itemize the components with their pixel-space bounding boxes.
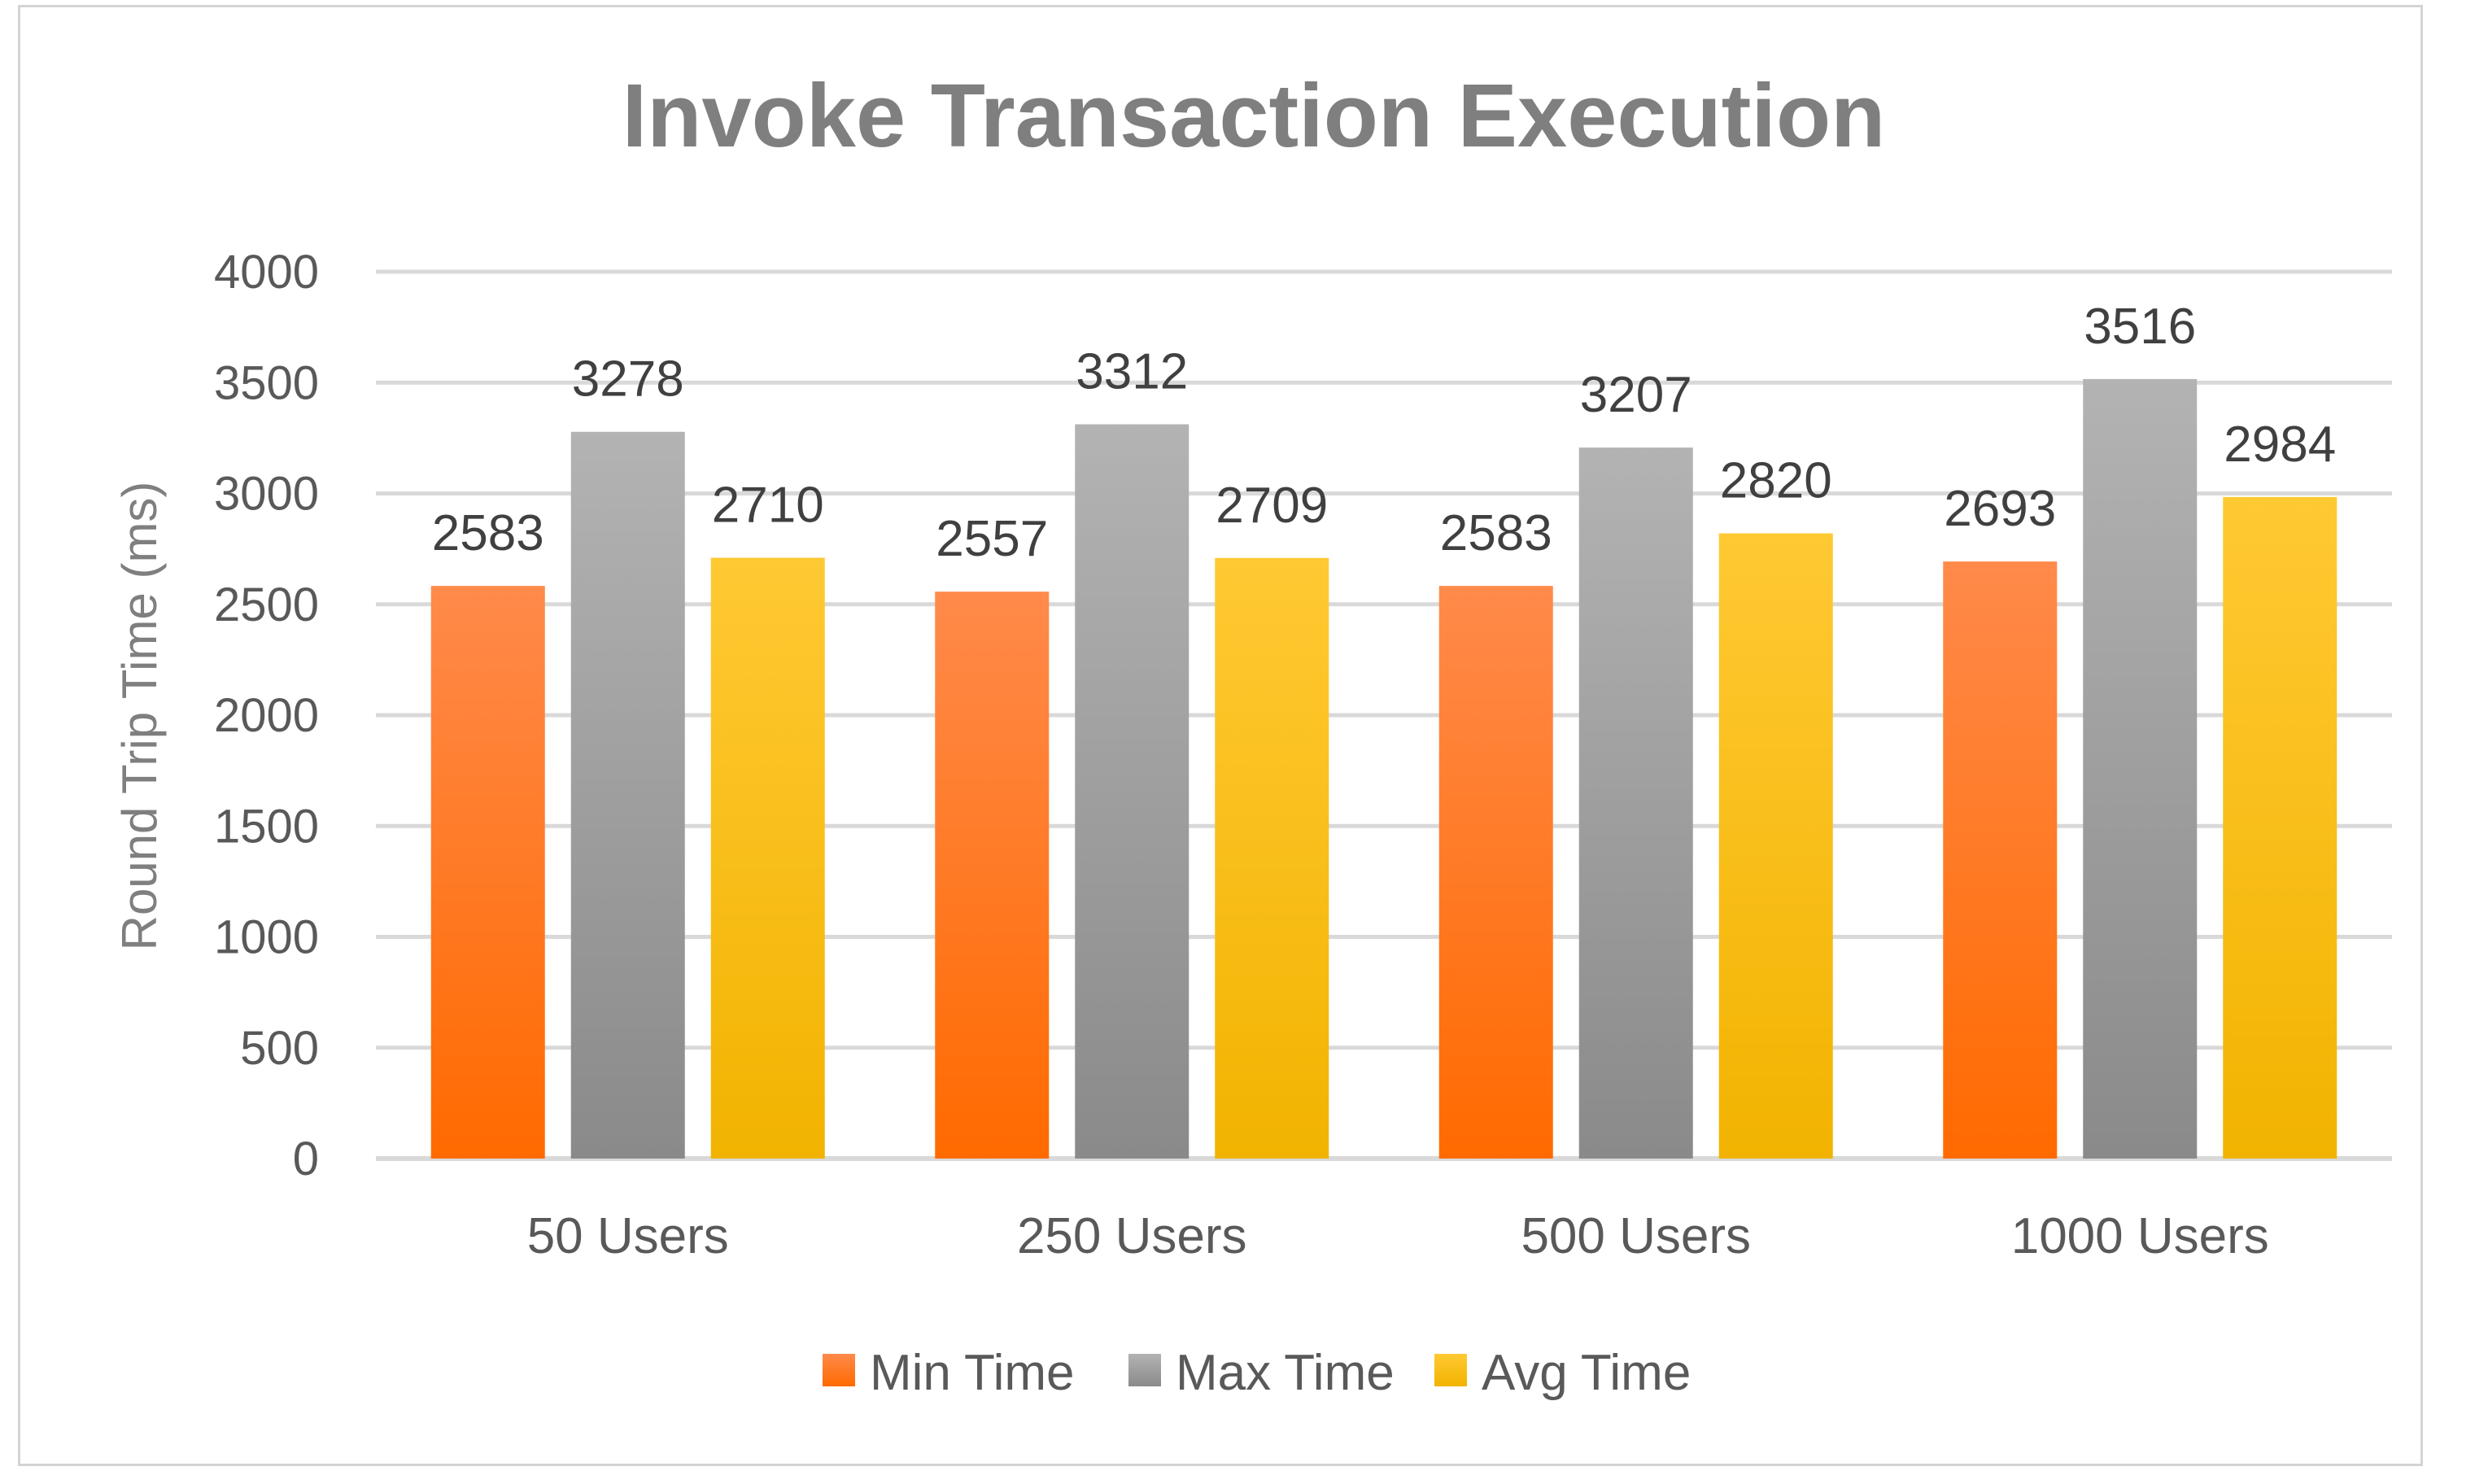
- legend-label: Min Time: [870, 1345, 1074, 1401]
- y-tick-label: 2500: [214, 578, 319, 631]
- bar-avg-time: [1215, 557, 1329, 1159]
- bars: [430, 378, 2338, 1159]
- data-labels: 2583 3278 2710 2557 3312 2709 2583 3207 2820 2693…: [432, 299, 2336, 567]
- x-tick-label: 250 Users: [1017, 1208, 1247, 1264]
- data-label: 2984: [2224, 417, 2336, 473]
- x-tick-label: 500 Users: [1521, 1208, 1751, 1264]
- y-tick-label: 1000: [214, 911, 319, 964]
- x-tick-label: 1000 Users: [2011, 1208, 2269, 1264]
- data-label: 2709: [1216, 478, 1328, 534]
- bar-max-time: [1075, 424, 1189, 1159]
- y-tick-label: 0: [293, 1133, 319, 1185]
- bar-min-time: [430, 586, 545, 1159]
- x-tick-label: 50 Users: [527, 1208, 729, 1264]
- bar-avg-time: [710, 557, 825, 1159]
- legend: Min Time Max Time Avg Time: [823, 1345, 1691, 1401]
- bar-avg-time: [1718, 533, 1833, 1159]
- data-label: 3516: [2084, 299, 2196, 355]
- y-axis-ticks: 0 500 1000 1500 2000 2500 3000 3500 4000: [214, 246, 319, 1185]
- y-tick-label: 2000: [214, 689, 319, 742]
- bar-min-time: [1438, 586, 1553, 1159]
- legend-label: Max Time: [1176, 1345, 1395, 1401]
- data-label: 3278: [572, 351, 684, 408]
- bar-min-time: [1943, 561, 2058, 1159]
- y-tick-label: 4000: [214, 246, 319, 299]
- data-label: 2583: [432, 505, 544, 561]
- bar-max-time: [1578, 447, 1693, 1159]
- data-label: 3207: [1580, 367, 1692, 423]
- legend-swatch: [1128, 1354, 1161, 1386]
- y-tick-label: 500: [240, 1022, 319, 1075]
- legend-label: Avg Time: [1482, 1345, 1691, 1401]
- y-tick-label: 1500: [214, 800, 319, 853]
- bar-max-time: [2083, 378, 2198, 1159]
- data-label: 2693: [1944, 481, 2056, 537]
- data-label: 2820: [1720, 453, 1832, 509]
- chart-title: Invoke Transaction Execution: [622, 66, 1886, 166]
- data-label: 2583: [1440, 505, 1552, 561]
- bar-max-time: [570, 431, 685, 1159]
- data-label: 3312: [1076, 343, 1188, 399]
- y-tick-label: 3500: [214, 356, 319, 409]
- legend-swatch: [1434, 1354, 1467, 1386]
- bar-avg-time: [2223, 496, 2338, 1159]
- y-tick-label: 3000: [214, 468, 319, 521]
- x-axis-ticks: 50 Users 250 Users 500 Users 1000 Users: [527, 1208, 2269, 1264]
- bar-min-time: [935, 591, 1050, 1159]
- y-axis-title: Round Trip Time (ms): [112, 482, 167, 951]
- data-label: 2710: [712, 478, 824, 534]
- legend-swatch: [823, 1354, 855, 1386]
- data-label: 2557: [936, 511, 1048, 567]
